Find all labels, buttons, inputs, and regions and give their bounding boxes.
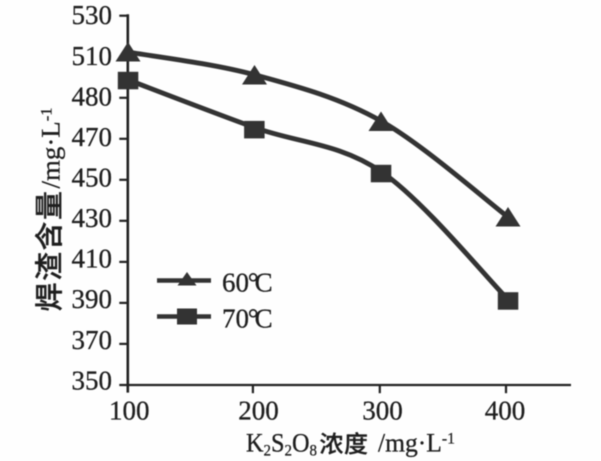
svg-text:530: 530 bbox=[72, 0, 113, 30]
svg-text:390: 390 bbox=[72, 284, 113, 314]
svg-text:70°C: 70°C bbox=[222, 304, 273, 334]
svg-text:300: 300 bbox=[362, 396, 403, 426]
svg-text:480: 480 bbox=[72, 81, 113, 111]
svg-text:100: 100 bbox=[109, 396, 150, 426]
svg-text:350: 350 bbox=[72, 365, 113, 395]
svg-text:60°C: 60°C bbox=[222, 268, 273, 298]
svg-text:370: 370 bbox=[72, 325, 113, 355]
svg-text:470: 470 bbox=[72, 122, 113, 152]
svg-text:/mg·L-1: /mg·L-1 bbox=[37, 108, 66, 189]
svg-text:510: 510 bbox=[72, 41, 113, 71]
svg-text:410: 410 bbox=[72, 244, 113, 274]
svg-text:400: 400 bbox=[485, 396, 526, 426]
svg-text:200: 200 bbox=[238, 396, 279, 426]
svg-text:450: 450 bbox=[72, 163, 113, 193]
svg-text:430: 430 bbox=[72, 203, 113, 233]
svg-text:K2S2O8: K2S2O8 bbox=[246, 429, 317, 460]
